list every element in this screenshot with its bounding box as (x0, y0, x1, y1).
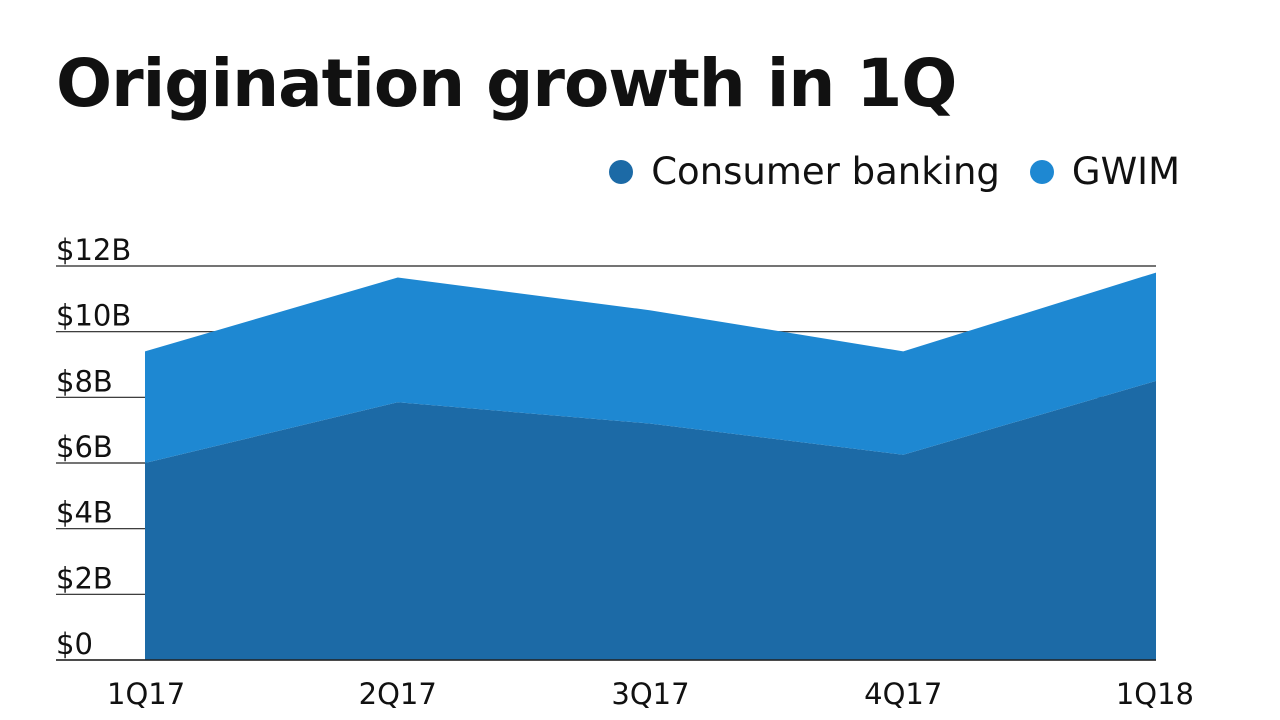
legend-label-gwim: GWIM (1071, 150, 1180, 193)
legend-marker-gwim (1029, 159, 1054, 184)
area-series (56, 272, 1156, 661)
x-tick-label: 4Q17 (864, 677, 942, 711)
x-tick-label: 3Q17 (611, 677, 689, 711)
legend: Consumer banking GWIM (579, 150, 1180, 193)
area-gwim (145, 272, 1156, 463)
y-tick-label: $2B (56, 561, 113, 595)
legend-marker-consumer-banking (609, 159, 634, 184)
y-tick-label: $8B (56, 364, 113, 398)
chart-title: Origination growth in 1Q (56, 45, 957, 122)
y-tick-label: $0 (56, 627, 93, 661)
legend-item-gwim: GWIM (1029, 150, 1180, 193)
x-tick-label: 2Q17 (359, 677, 437, 711)
y-tick-label: $10B (56, 299, 131, 333)
y-tick-label: $4B (56, 496, 113, 530)
y-axis-tick-labels: $0 $2B $4B $6B $8B $10B $12B (56, 233, 131, 661)
legend-item-consumer-banking: Consumer banking (609, 150, 1000, 193)
area-consumer-banking (145, 380, 1156, 660)
y-tick-label: $12B (56, 233, 131, 267)
y-tick-label: $6B (56, 430, 113, 464)
x-axis-tick-labels: 1Q17 2Q17 3Q17 4Q17 1Q18 (107, 677, 1194, 711)
legend-label-consumer-banking: Consumer banking (651, 150, 1000, 193)
x-tick-label: 1Q17 (107, 677, 185, 711)
x-tick-label: 1Q18 (1116, 677, 1194, 711)
